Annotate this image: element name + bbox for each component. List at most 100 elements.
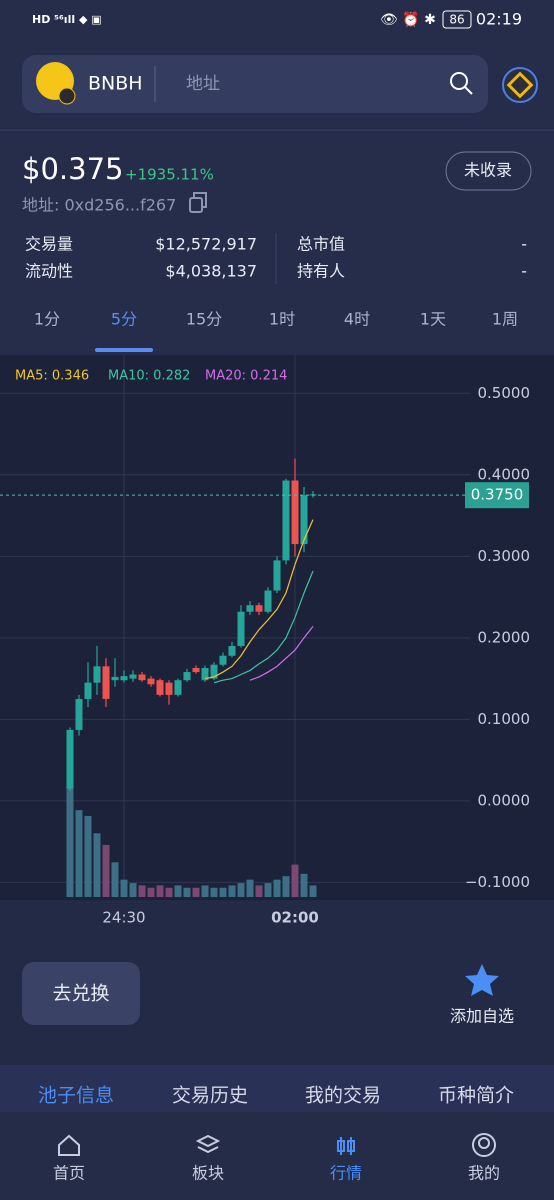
search-icon[interactable]	[450, 72, 473, 95]
candle-body	[93, 666, 101, 683]
stat-label: 总市值	[297, 235, 345, 254]
nav-items: 首页 板块 行情 我的	[53, 1133, 500, 1183]
interval-tab[interactable]: 5分	[111, 310, 137, 329]
chart-area	[0, 355, 554, 900]
stat-value: $4,038,137	[165, 262, 257, 281]
token-name: BNBH	[88, 73, 143, 95]
star-icon[interactable]	[465, 964, 499, 996]
candle-body	[120, 676, 128, 681]
candle-body	[102, 666, 110, 699]
volume-bar	[174, 885, 182, 897]
candle-body	[138, 674, 146, 681]
nav-icon[interactable]	[58, 1134, 80, 1156]
battery-level: 86	[449, 13, 464, 27]
candle-body	[174, 680, 182, 695]
candle-body	[219, 655, 227, 665]
volume-bar	[282, 876, 290, 897]
info-tab[interactable]: 币种简介	[438, 1085, 514, 1107]
search-bar[interactable]	[22, 55, 488, 113]
info-tab[interactable]: 我的交易	[305, 1085, 381, 1107]
ma-legend: MA10: 0.282	[108, 369, 190, 384]
candle-body	[237, 611, 245, 646]
copy-icon[interactable]	[189, 192, 207, 213]
volume-bar	[192, 887, 200, 897]
candle-body	[147, 678, 155, 685]
info-tab[interactable]: 交易历史	[172, 1085, 248, 1107]
nav-icon[interactable]	[337, 1137, 355, 1155]
candle-body	[273, 560, 281, 591]
stat-label: 交易量	[25, 235, 73, 254]
volume-bar	[183, 887, 191, 897]
y-tick-label: 0.2000	[478, 628, 531, 646]
x-tick-label: 24:30	[102, 909, 145, 927]
interval-tab[interactable]: 4时	[344, 310, 370, 329]
interval-tab[interactable]: 1分	[34, 310, 60, 329]
info-tab[interactable]: 池子信息	[38, 1085, 114, 1107]
stat-value: $12,572,917	[155, 235, 257, 254]
stat-value: -	[521, 262, 527, 281]
last-price-label: 0.3750	[471, 486, 524, 504]
y-tick-label: 0.3000	[478, 547, 531, 565]
y-tick-label: −0.1000	[465, 873, 530, 891]
battery	[442, 10, 472, 29]
unlisted-button[interactable]	[445, 151, 532, 191]
volume-bar	[147, 887, 155, 897]
candle-body	[75, 698, 83, 730]
candle-body	[165, 682, 173, 695]
unlisted-label: 未收录	[464, 161, 512, 180]
nav-icon[interactable]	[195, 1134, 221, 1154]
y-tick-label: 0.0000	[478, 791, 531, 809]
nav-label[interactable]: 首页	[53, 1164, 85, 1183]
volume-bar	[93, 833, 101, 897]
address: 地址: 0xd256...f267	[22, 196, 176, 215]
y-tick-label: 0.5000	[478, 384, 531, 402]
volume-bar	[300, 873, 308, 897]
volume-bar	[84, 815, 92, 897]
bottom-nav	[0, 1112, 554, 1200]
volume-bar	[264, 883, 272, 897]
volume-bar	[237, 883, 245, 897]
volume-bar	[129, 883, 137, 897]
candle-body	[300, 495, 308, 545]
volume-bar	[165, 887, 173, 897]
interval-tab[interactable]: 15分	[186, 310, 222, 329]
swap-button[interactable]	[22, 962, 140, 1025]
status-icons: HD ⁵⁶ıll ◆ ▣	[32, 13, 102, 26]
volume-bar	[156, 885, 164, 897]
interval-tabs: 1分 5分 15分 1时 4时 1天 1周	[34, 310, 518, 352]
volume-bar	[75, 810, 83, 897]
nav-icon[interactable]	[472, 1133, 497, 1157]
candle-body	[66, 729, 74, 789]
interval-tab[interactable]: 1时	[269, 310, 295, 329]
volume-bar	[138, 885, 146, 897]
candle-body	[192, 667, 200, 673]
info-tabs: 池子信息 交易历史 我的交易 币种简介	[38, 1085, 514, 1107]
clock: 02:19	[476, 10, 522, 29]
interval-tab[interactable]: 1天	[420, 310, 446, 329]
candle-body	[84, 682, 92, 699]
candle-body	[264, 590, 272, 612]
volume-bar	[228, 885, 236, 897]
volume-bar	[102, 844, 110, 897]
volume-bar	[201, 885, 209, 897]
price-change: +1935.11%	[125, 166, 214, 184]
volume-bar	[273, 879, 281, 897]
interval-tab[interactable]: 1周	[492, 310, 518, 329]
nav-label[interactable]: 我的	[468, 1164, 500, 1183]
chart: 0.5000 0.4000 0.3000 0.2000 0.1000 0.0000 −0.1…	[0, 355, 530, 927]
ma-legend: MA5: 0.346	[15, 369, 89, 384]
nav-label[interactable]: 板块	[192, 1164, 224, 1183]
volume-bar	[66, 787, 74, 897]
favorite-label[interactable]: 添加自选	[450, 1007, 514, 1026]
chain-icon[interactable]	[502, 67, 538, 103]
candle-body	[282, 480, 290, 561]
ma-legend: MA20: 0.214	[205, 369, 287, 384]
ma-line	[204, 519, 314, 680]
y-tick-label: 0.1000	[478, 710, 531, 728]
candle-body	[246, 605, 254, 612]
candle-body	[156, 680, 164, 695]
nav-label[interactable]: 行情	[330, 1164, 362, 1183]
candle-body	[291, 480, 299, 545]
volume-bar	[309, 885, 317, 897]
